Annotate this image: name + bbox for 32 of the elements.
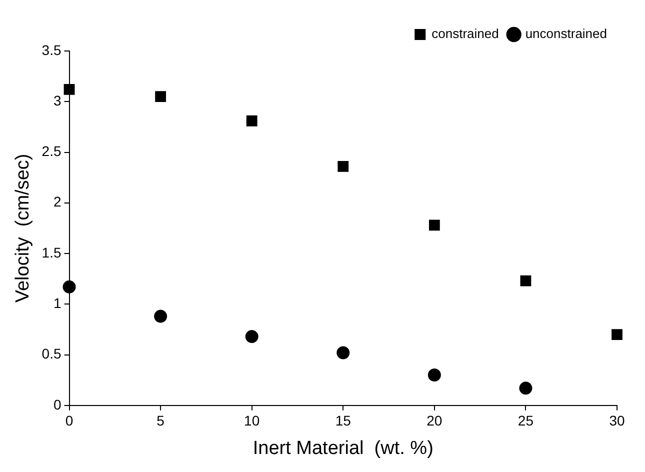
- point: [336, 346, 350, 360]
- x-tick-label: 15: [335, 412, 352, 429]
- y-tick-label: 0: [53, 396, 62, 412]
- y-tick-label: 2: [53, 194, 62, 210]
- x-tick-label: 5: [156, 412, 165, 429]
- x-axis-title: Inert Material (wt. %): [252, 438, 434, 459]
- y-tick-label: 3: [53, 92, 62, 108]
- point: [612, 329, 622, 340]
- y-tick-label: 0.5: [42, 346, 62, 362]
- x-tick-label: 0: [65, 412, 74, 429]
- point: [520, 275, 532, 286]
- y-tick-label: 3.5: [42, 42, 62, 58]
- point: [64, 84, 75, 95]
- x-tick-label: 20: [426, 412, 442, 429]
- point: [338, 160, 349, 172]
- x-tick-label: 30: [609, 412, 625, 429]
- y-axis-title: Velocity (cm/sec): [12, 154, 34, 303]
- point: [519, 382, 532, 395]
- point: [246, 115, 258, 126]
- point: [428, 368, 441, 382]
- point: [155, 91, 166, 102]
- y-tick-label: 2.5: [42, 143, 62, 160]
- point: [62, 280, 76, 294]
- x-tick-label: 25: [518, 412, 534, 429]
- x-tick-label: 10: [244, 412, 260, 429]
- point: [245, 330, 258, 344]
- y-tick-label: 1.5: [42, 244, 62, 260]
- legend-label: constrained: [432, 26, 499, 42]
- y-tick-label: 1: [53, 295, 62, 311]
- point: [428, 220, 440, 231]
- legend-label: unconstrained: [525, 26, 608, 42]
- point: [154, 310, 168, 323]
